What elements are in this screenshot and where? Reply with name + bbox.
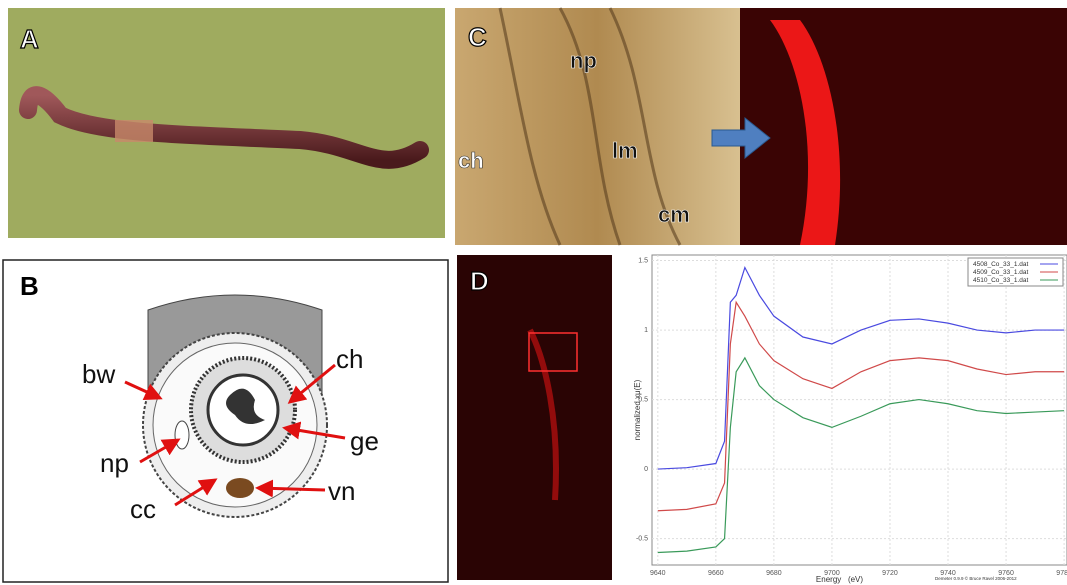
annotation: cm [658, 202, 690, 227]
panel-b: bw ch ge np cc vn B [3, 260, 448, 582]
annotation: vn [328, 476, 355, 506]
y-tick-label: 1.5 [638, 258, 648, 265]
arrow [258, 488, 325, 490]
annotation: ch [458, 148, 484, 173]
panel-c: np ch lm cm C [455, 8, 1067, 245]
x-tick-label: 9640 [650, 570, 666, 577]
panel-label: A [20, 24, 39, 54]
y-tick-label: 0 [644, 466, 648, 473]
legend-label: 4508_Co_33_1.dat [973, 261, 1028, 268]
annotation: cc [130, 494, 156, 524]
annotation: np [570, 48, 597, 73]
plot-area [652, 255, 1067, 565]
panel-label: D [470, 266, 489, 296]
y-axis-label: normalized xμ(E) [633, 379, 642, 440]
legend-label: 4510_Co_33_1.dat [973, 277, 1028, 284]
fluorescence-map [457, 255, 612, 580]
panel-label: C [468, 22, 487, 52]
x-tick-label: 9780 [1056, 570, 1067, 577]
x-axis-label: Energy (eV) [816, 575, 863, 584]
annotation: bw [82, 359, 115, 389]
x-tick-label: 9660 [708, 570, 724, 577]
y-tick-label: -0.5 [636, 536, 648, 543]
clitellum [115, 120, 153, 142]
x-tick-label: 9720 [882, 570, 898, 577]
annotation: np [100, 448, 129, 478]
ventral-nerve [226, 478, 254, 498]
panel-a: A [8, 8, 445, 238]
micrograph [455, 8, 740, 245]
annotation: lm [612, 138, 638, 163]
panel-label: B [20, 271, 39, 301]
nephridium [175, 421, 189, 449]
annotation: ch [336, 344, 363, 374]
figure: A bw ch ge np cc vn B np ch lm cm [0, 0, 1067, 585]
x-tick-label: 9680 [766, 570, 782, 577]
y-tick-label: 1 [644, 327, 648, 334]
annotation: ge [350, 426, 379, 456]
footnote: Demeter 0.9.9 © Bruce Ravel 2006-2012 [935, 575, 1017, 581]
legend-label: 4509_Co_33_1.dat [973, 269, 1028, 276]
